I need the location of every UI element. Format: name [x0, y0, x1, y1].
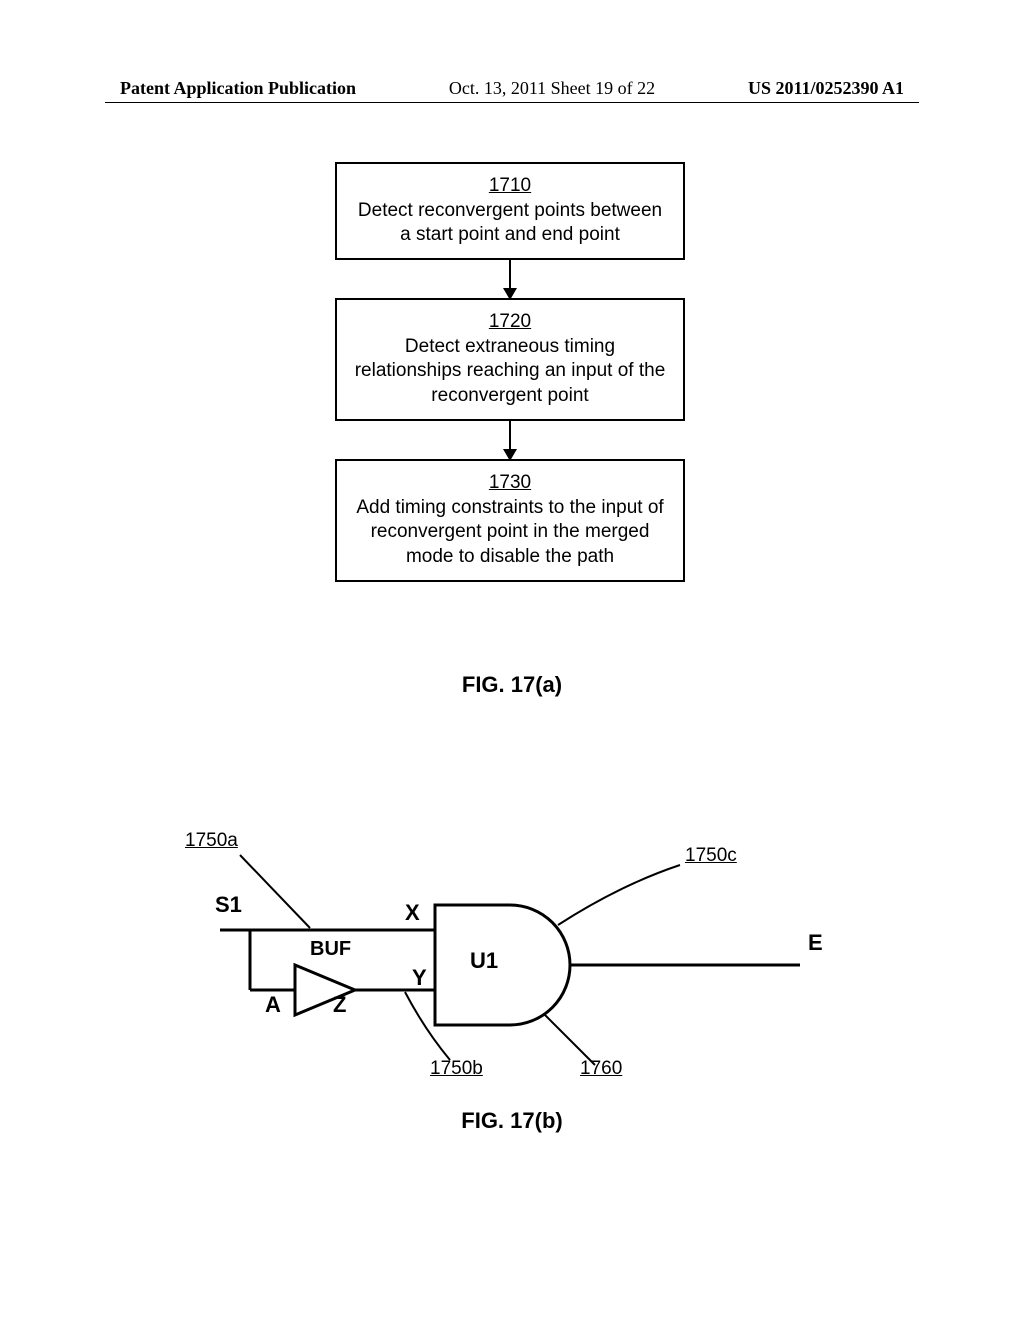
flowchart-box-1720: 1720 Detect extraneous timing relationsh…: [335, 298, 685, 421]
box-number: 1710: [489, 175, 531, 196]
flowchart-box-1730: 1730 Add timing constraints to the input…: [335, 459, 685, 582]
label-s1: S1: [215, 892, 242, 918]
flowchart-box-1710: 1710 Detect reconvergent points between …: [335, 162, 685, 260]
label-a: A: [265, 992, 281, 1018]
label-x: X: [405, 900, 420, 926]
ref-1750a: 1750a: [185, 830, 238, 852]
ref-1750b: 1750b: [430, 1058, 483, 1080]
flowchart-arrow: [509, 421, 511, 459]
leader-1750c: [558, 865, 680, 925]
box-number: 1720: [489, 311, 531, 332]
box-text: Detect reconvergent points between a sta…: [358, 200, 662, 246]
label-z: Z: [333, 992, 346, 1018]
flowchart-arrow: [509, 260, 511, 298]
header-rule: [105, 102, 919, 103]
figure-label-a: FIG. 17(a): [0, 672, 1024, 698]
header-right: US 2011/0252390 A1: [748, 78, 904, 99]
label-u1: U1: [470, 948, 498, 974]
and-gate: [435, 905, 570, 1025]
label-y: Y: [412, 965, 427, 991]
flowchart: 1710 Detect reconvergent points between …: [310, 162, 710, 582]
ref-1760: 1760: [580, 1058, 622, 1080]
figure-label-b: FIG. 17(b): [0, 1108, 1024, 1134]
ref-1750c: 1750c: [685, 845, 737, 867]
circuit-diagram: 1750a 1750c 1750b 1760 S1 X Y A Z E BUF …: [180, 830, 860, 1090]
leader-1750a: [240, 855, 310, 928]
label-buf: BUF: [310, 938, 351, 961]
label-e: E: [808, 930, 823, 956]
page-header: Patent Application Publication Oct. 13, …: [0, 78, 1024, 99]
box-number: 1730: [489, 472, 531, 493]
header-left: Patent Application Publication: [120, 78, 356, 99]
box-text: Add timing constraints to the input of r…: [356, 497, 663, 567]
header-center: Oct. 13, 2011 Sheet 19 of 22: [449, 78, 655, 99]
box-text: Detect extraneous timing relationships r…: [355, 336, 666, 406]
circuit-svg: [180, 830, 860, 1090]
